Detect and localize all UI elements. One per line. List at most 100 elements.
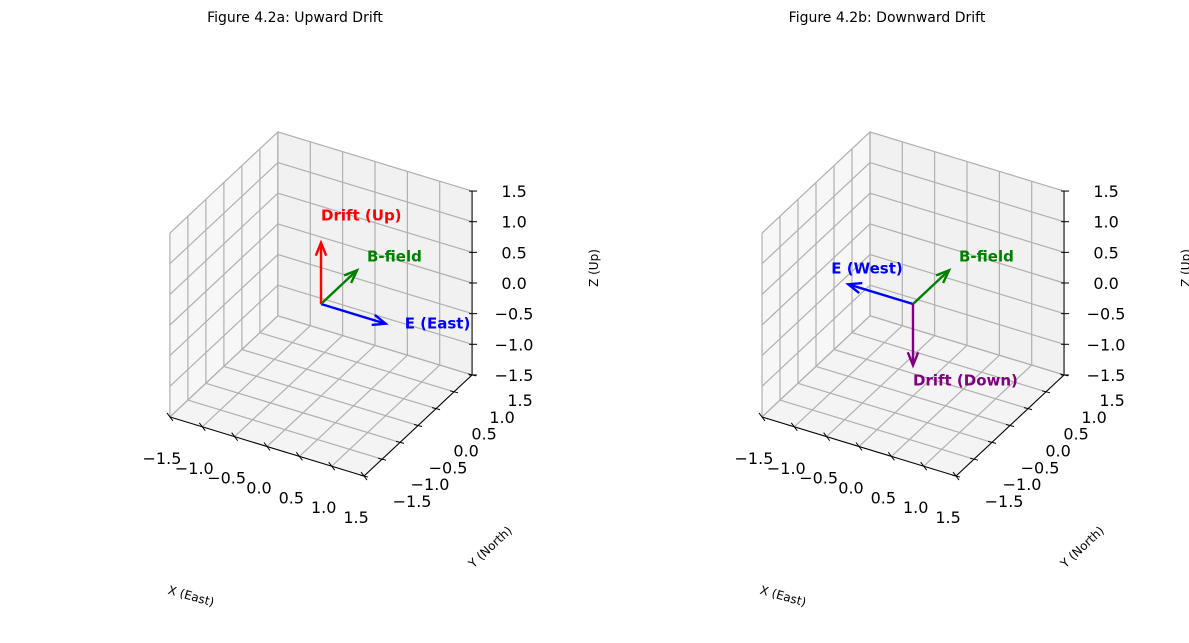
x-tick [328, 461, 336, 471]
x-tick-label: 0.5 [871, 488, 896, 507]
y-tick-label: 1.0 [489, 408, 514, 427]
y-tick [467, 373, 477, 377]
vector-arrowhead [343, 268, 360, 284]
z-axis-label: Z (Up) [1179, 249, 1189, 287]
x-tick-label: 0.5 [279, 488, 304, 507]
z-tick-label: −1.0 [1087, 335, 1126, 354]
z-tick-label: 1.5 [1093, 182, 1118, 201]
y-axis-label: Y (North) [1057, 524, 1107, 572]
z-tick-label: 0.0 [501, 274, 526, 293]
vector-shaft [320, 269, 358, 305]
vector-arrowhead [906, 351, 920, 369]
x-tick [823, 432, 831, 441]
y-tick-label: −1.0 [1003, 475, 1042, 494]
y-tick [395, 440, 405, 444]
y-tick [969, 457, 979, 461]
y-tick-label: 1.5 [507, 391, 532, 410]
x-tick-label: −0.5 [799, 469, 838, 488]
x-tick-label: −1.5 [143, 449, 182, 468]
gridline-z [169, 131, 473, 234]
z-tick-label: 1.0 [501, 213, 526, 232]
gridline-y [259, 148, 455, 393]
x-tick-label: −1.0 [767, 459, 806, 478]
vector-label: Drift (Down) [913, 371, 1018, 389]
chart-title: Figure 4.2b: Downward Drift [789, 10, 986, 26]
vector-arrowhead [314, 239, 328, 257]
x-tick [920, 461, 928, 471]
y-tick-label: 0.5 [1063, 425, 1088, 444]
vector-arrowhead [845, 281, 863, 295]
z-tick-label: 1.5 [501, 182, 526, 201]
vector-label: B-field [959, 247, 1014, 265]
x-tick-label: 0.0 [246, 479, 271, 498]
x-tick [360, 471, 368, 481]
x-tick [198, 422, 206, 432]
x-tick [887, 452, 895, 461]
y-tick [413, 424, 423, 427]
y-tick [1005, 424, 1015, 427]
vector-label: E (East) [405, 315, 471, 333]
y-tick-label: 0.0 [453, 442, 478, 461]
z-tick-label: −0.5 [1087, 305, 1126, 324]
gridline-y [277, 131, 473, 376]
x-tick-label: −1.5 [735, 449, 774, 468]
y-tick-label: 1.0 [1081, 408, 1106, 427]
y-tick-label: 0.0 [1045, 442, 1070, 461]
x-tick-label: −0.5 [207, 469, 246, 488]
x-axis-label: X (East) [166, 583, 215, 609]
vector-drift-up: Drift (Up) [314, 207, 402, 304]
x-tick [952, 471, 960, 481]
x-tick [295, 452, 303, 461]
vector-b-field: B-field [320, 247, 422, 305]
z-tick-label: −1.0 [495, 335, 534, 354]
chart-title: Figure 4.2a: Upward Drift [207, 10, 383, 26]
x-tick-label: 1.5 [935, 508, 960, 527]
x-tick-label: 1.0 [903, 498, 928, 517]
z-tick-label: −1.5 [495, 366, 534, 385]
vector-shaft [320, 302, 387, 325]
z-axis-label: Z (Up) [587, 249, 601, 287]
y-tick-label: 0.5 [471, 425, 496, 444]
y-tick-label: −1.0 [411, 475, 450, 494]
chart-panel-1: −1.5−1.5−1.5−1.0−1.0−1.0−0.5−0.5−0.50.00… [143, 10, 601, 609]
vector-shaft [847, 283, 914, 306]
y-tick-label: −0.5 [429, 458, 468, 477]
z-tick-label: 1.0 [1093, 213, 1118, 232]
vector-e-east: E (East) [320, 302, 471, 333]
z-tick-label: 0.0 [1093, 274, 1118, 293]
gridline-y [869, 131, 1065, 376]
vector-b-field: B-field [912, 247, 1014, 305]
y-tick [987, 440, 997, 444]
y-tick [377, 457, 387, 461]
vector-e-west: E (West) [831, 259, 914, 306]
y-axis-label: Y (North) [465, 524, 515, 572]
vector-label: B-field [367, 247, 422, 265]
vector-arrowhead [371, 313, 389, 327]
y-tick-label: −0.5 [1021, 458, 1060, 477]
z-tick-label: −1.5 [1087, 366, 1126, 385]
vector-shaft [912, 269, 950, 305]
x-tick [855, 442, 863, 451]
y-tick [1059, 373, 1069, 377]
z-tick-label: 0.5 [1093, 243, 1118, 262]
y-tick-label: 1.5 [1099, 391, 1124, 410]
x-axis-label: X (East) [758, 583, 807, 609]
x-tick [758, 412, 766, 422]
x-tick [263, 442, 271, 451]
gridline-y [851, 148, 1047, 393]
x-tick-label: 0.0 [838, 479, 863, 498]
vector-drift-down: Drift (Down) [906, 304, 1018, 389]
y-tick-label: −1.5 [985, 492, 1024, 511]
chart-panel-2: −1.5−1.5−1.5−1.0−1.0−1.0−0.5−0.5−0.50.00… [735, 10, 1189, 609]
gridline-z [761, 131, 1065, 234]
z-tick-label: 0.5 [501, 243, 526, 262]
y-tick-label: −1.5 [393, 492, 432, 511]
y-tick [449, 390, 459, 394]
z-tick-label: −0.5 [495, 305, 534, 324]
x-tick-label: 1.5 [343, 508, 368, 527]
x-tick-label: −1.0 [175, 459, 214, 478]
x-tick [790, 422, 798, 432]
x-tick [166, 412, 174, 422]
y-tick [431, 407, 441, 411]
